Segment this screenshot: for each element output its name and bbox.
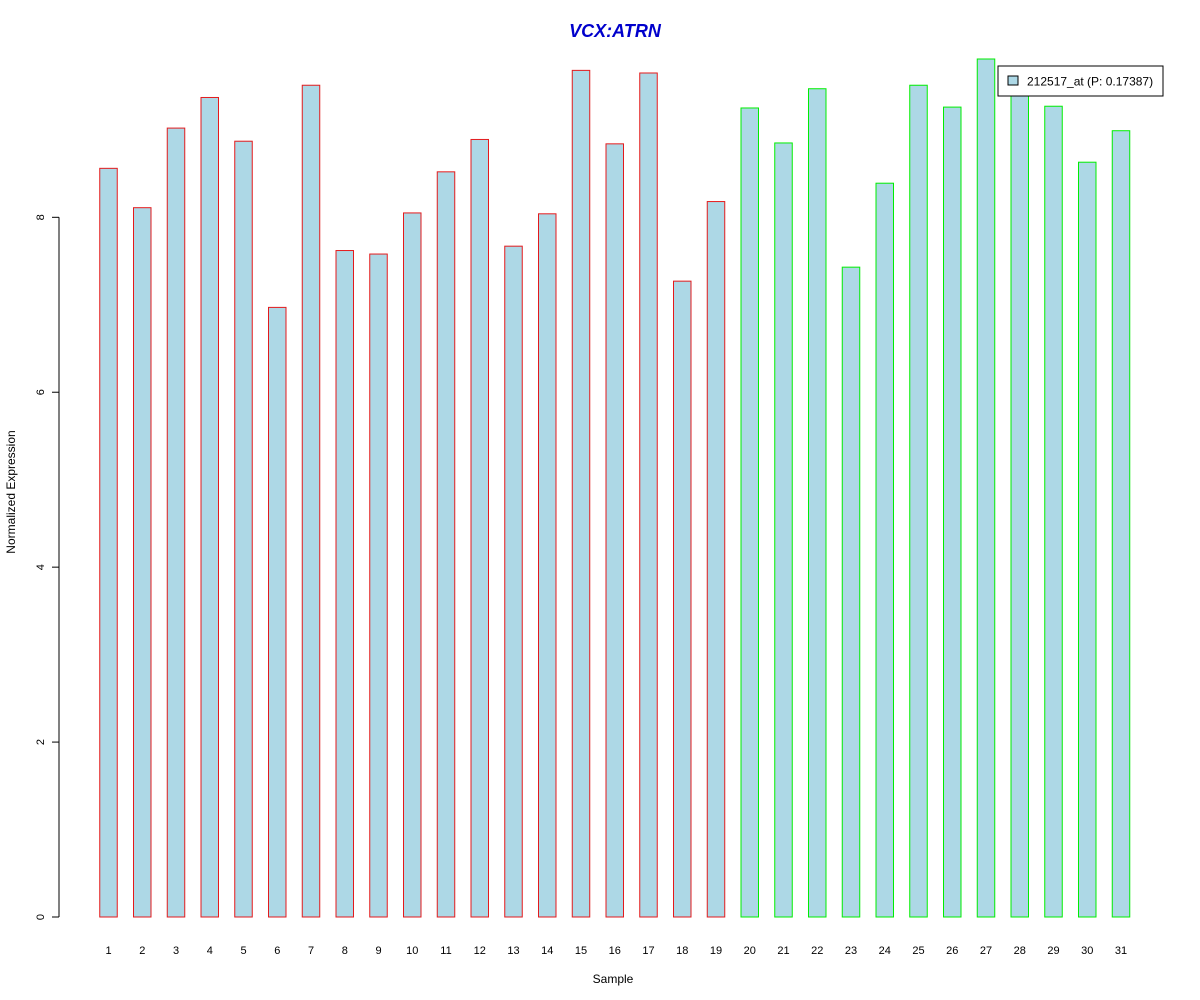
x-tick-label: 19: [710, 945, 722, 957]
x-tick-label: 5: [240, 945, 246, 957]
x-tick-label: 4: [207, 945, 213, 957]
bar-sample-3: [166, 127, 186, 918]
bar-sample-4: [200, 96, 219, 918]
x-tick-label: 10: [406, 945, 418, 957]
bar-sample-26: [943, 106, 962, 918]
bar-sample-24: [875, 182, 894, 918]
x-tick-label: 1: [105, 945, 111, 957]
x-tick-label: 11: [440, 945, 451, 957]
bars: [99, 58, 1131, 918]
bar-sample-22: [808, 88, 827, 918]
x-tick-label: 7: [308, 945, 314, 957]
y-axis-title: Normalized Expression: [4, 430, 18, 553]
legend-swatch: [1007, 75, 1019, 86]
x-tick-label: 25: [912, 945, 924, 957]
x-tick-label: 6: [274, 945, 280, 957]
bar-sample-17: [639, 72, 658, 918]
bar-sample-8: [335, 250, 354, 918]
x-tick-label: 23: [845, 945, 857, 957]
bar-sample-7: [301, 84, 321, 918]
x-tick-label: 26: [946, 945, 958, 957]
bar-sample-20: [740, 107, 759, 918]
bar-sample-12: [470, 138, 489, 918]
bar-sample-29: [1044, 105, 1063, 918]
bar-sample-30: [1078, 161, 1097, 918]
bar-sample-11: [436, 171, 456, 918]
x-tick-label: 17: [642, 945, 654, 957]
x-tick-label: 24: [879, 945, 891, 957]
bar-sample-13: [504, 245, 523, 918]
legend-label: 212517_at (P: 0.17387): [1027, 75, 1153, 89]
bar-sample-16: [605, 143, 624, 918]
x-tick-label: 3: [173, 945, 179, 957]
x-tick-label: 12: [474, 945, 486, 957]
bar-sample-9: [369, 253, 388, 918]
x-tick-label: 9: [375, 945, 381, 957]
x-tick-label: 31: [1115, 945, 1127, 957]
bar-sample-28: [1010, 92, 1029, 918]
y-tick-label: 4: [35, 564, 47, 570]
legend-box: [997, 65, 1164, 97]
x-tick-label: 28: [1014, 945, 1026, 957]
chart-title: VCX:ATRN: [569, 21, 662, 41]
x-tick-label: 21: [777, 945, 789, 957]
x-tick-label: 18: [676, 945, 688, 957]
y-tick-label: 0: [35, 914, 47, 920]
x-tick-label: 13: [507, 945, 519, 957]
x-tick-label: 16: [609, 945, 621, 957]
bar-sample-18: [673, 280, 692, 918]
x-axis-labels: 1 2 3 4 5 6 7 8 9 10 11 12 13 14 15 16 17 18 19 20 21 22 23 24 2…: [105, 945, 1127, 957]
bar-sample-15: [571, 69, 591, 918]
bar-sample-6: [268, 306, 287, 918]
bar-sample-27: [976, 58, 996, 918]
legend: 212517_at (P: 0.17387): [997, 65, 1164, 97]
bar-sample-2: [133, 207, 152, 918]
bar-sample-1: [99, 167, 118, 918]
bar-sample-25: [909, 84, 928, 918]
y-axis: 0 2 4 6 8: [35, 214, 60, 920]
y-tick-label: 8: [35, 214, 47, 220]
x-tick-label: 20: [744, 945, 756, 957]
x-tick-label: 15: [575, 945, 587, 957]
x-tick-label: 30: [1081, 945, 1093, 957]
bar-sample-14: [538, 213, 557, 918]
bar-sample-5: [234, 140, 253, 918]
x-tick-label: 22: [811, 945, 823, 957]
y-tick-label: 6: [35, 389, 47, 395]
bar-sample-31: [1111, 130, 1131, 918]
x-axis-title: Sample: [593, 972, 634, 986]
x-tick-label: 29: [1047, 945, 1059, 957]
x-tick-label: 2: [139, 945, 145, 957]
x-tick-label: 8: [342, 945, 348, 957]
x-tick-label: 27: [980, 945, 992, 957]
bar-sample-10: [403, 212, 422, 918]
bar-sample-19: [706, 201, 726, 918]
bar-sample-23: [841, 266, 861, 918]
bar-sample-21: [774, 142, 793, 918]
x-tick-label: 14: [541, 945, 553, 957]
y-tick-label: 2: [35, 739, 47, 745]
